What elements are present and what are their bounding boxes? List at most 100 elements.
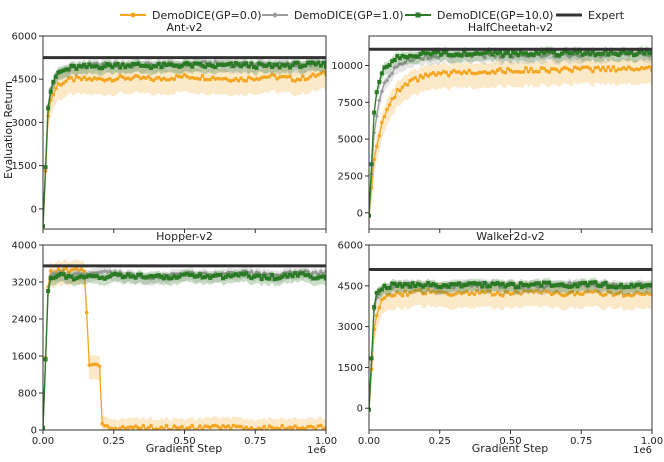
series-point [110, 272, 115, 277]
series-point [449, 70, 454, 75]
series-point [387, 103, 392, 107]
series-point [69, 75, 74, 80]
series-point [82, 269, 86, 274]
series-point [267, 74, 272, 79]
series-point [174, 63, 179, 68]
series-point [233, 61, 238, 66]
series-point [97, 364, 102, 368]
series-point [516, 285, 521, 290]
series-point [572, 52, 578, 57]
series-point [167, 276, 172, 281]
series-point [66, 67, 71, 72]
series-point [539, 291, 544, 295]
series-point [92, 64, 97, 69]
series-point [400, 293, 405, 298]
series-point [513, 69, 518, 74]
series-point [490, 52, 495, 57]
y-tick-label: 4000 [12, 241, 37, 252]
series-point [321, 60, 326, 65]
series-point [43, 224, 45, 229]
series-point [467, 68, 472, 73]
plot-area [43, 259, 326, 430]
series-point [203, 275, 208, 280]
series-point [177, 274, 182, 279]
series-point [475, 51, 480, 56]
y-tick-label: 0 [31, 426, 37, 437]
x-tick-label: 0.75 [244, 436, 266, 447]
series-point [164, 78, 169, 82]
series-point [295, 60, 300, 65]
series-point [218, 272, 223, 277]
series-point [526, 69, 531, 74]
series-point [272, 73, 277, 78]
series-point [311, 276, 316, 281]
series-point [321, 70, 326, 74]
series-point [285, 62, 290, 67]
series-point [298, 271, 303, 276]
legend-label-expert: Expert [588, 9, 625, 22]
x-tick-label: 1.00 [315, 436, 337, 447]
series-point [601, 65, 605, 70]
series-point [251, 64, 256, 69]
series-point [593, 53, 598, 58]
series-point [526, 52, 531, 57]
series-point [218, 426, 223, 430]
series-point [97, 269, 102, 275]
series-point [590, 49, 595, 54]
series-point [220, 270, 226, 276]
series-point [59, 83, 63, 87]
series-point [210, 274, 215, 279]
series-point [113, 271, 118, 276]
series-point [84, 65, 89, 70]
series-point [557, 282, 562, 287]
panel-frame [368, 244, 653, 431]
series-point [202, 270, 208, 275]
series-point [246, 64, 251, 69]
series-point [56, 70, 61, 75]
series-point [508, 53, 513, 58]
series-point [567, 51, 572, 56]
series-point [609, 68, 613, 73]
x-tick-label: 0.75 [570, 436, 592, 447]
series-point [495, 290, 500, 294]
legend-label-gp1: DemoDICE(GP=1.0) [294, 9, 403, 22]
series-point [627, 65, 631, 69]
series-point [257, 61, 262, 66]
series-point [61, 81, 66, 85]
series-point [477, 51, 482, 56]
y-tick-label: 1600 [12, 352, 37, 363]
series-point [218, 77, 223, 81]
series-point [570, 51, 575, 56]
series-point [115, 272, 120, 277]
series-point [241, 272, 246, 277]
series-point [215, 62, 220, 67]
series-point [511, 291, 515, 296]
series-point [392, 95, 397, 100]
series-point [316, 60, 321, 65]
series-point [321, 274, 326, 279]
series-point [374, 313, 379, 318]
series-point [549, 67, 554, 71]
series-point [650, 50, 652, 55]
series-point [228, 274, 233, 279]
series-point [113, 63, 118, 68]
series-point [493, 71, 497, 75]
series-point [565, 284, 570, 289]
series-point [146, 64, 151, 69]
series-point [195, 427, 200, 430]
series-point [223, 62, 228, 67]
series-point [300, 63, 305, 68]
series-point [185, 271, 190, 276]
series-point [79, 274, 84, 279]
series-point [229, 426, 233, 430]
series-point [128, 64, 133, 69]
series-point [43, 357, 48, 362]
series-point [244, 271, 249, 276]
series-point [436, 49, 441, 54]
series-point [405, 293, 410, 297]
x-scale-right: 1e6 [633, 445, 652, 456]
series-point [433, 54, 439, 59]
series-point [423, 72, 428, 77]
series-point [441, 283, 446, 288]
series-point [444, 49, 449, 54]
